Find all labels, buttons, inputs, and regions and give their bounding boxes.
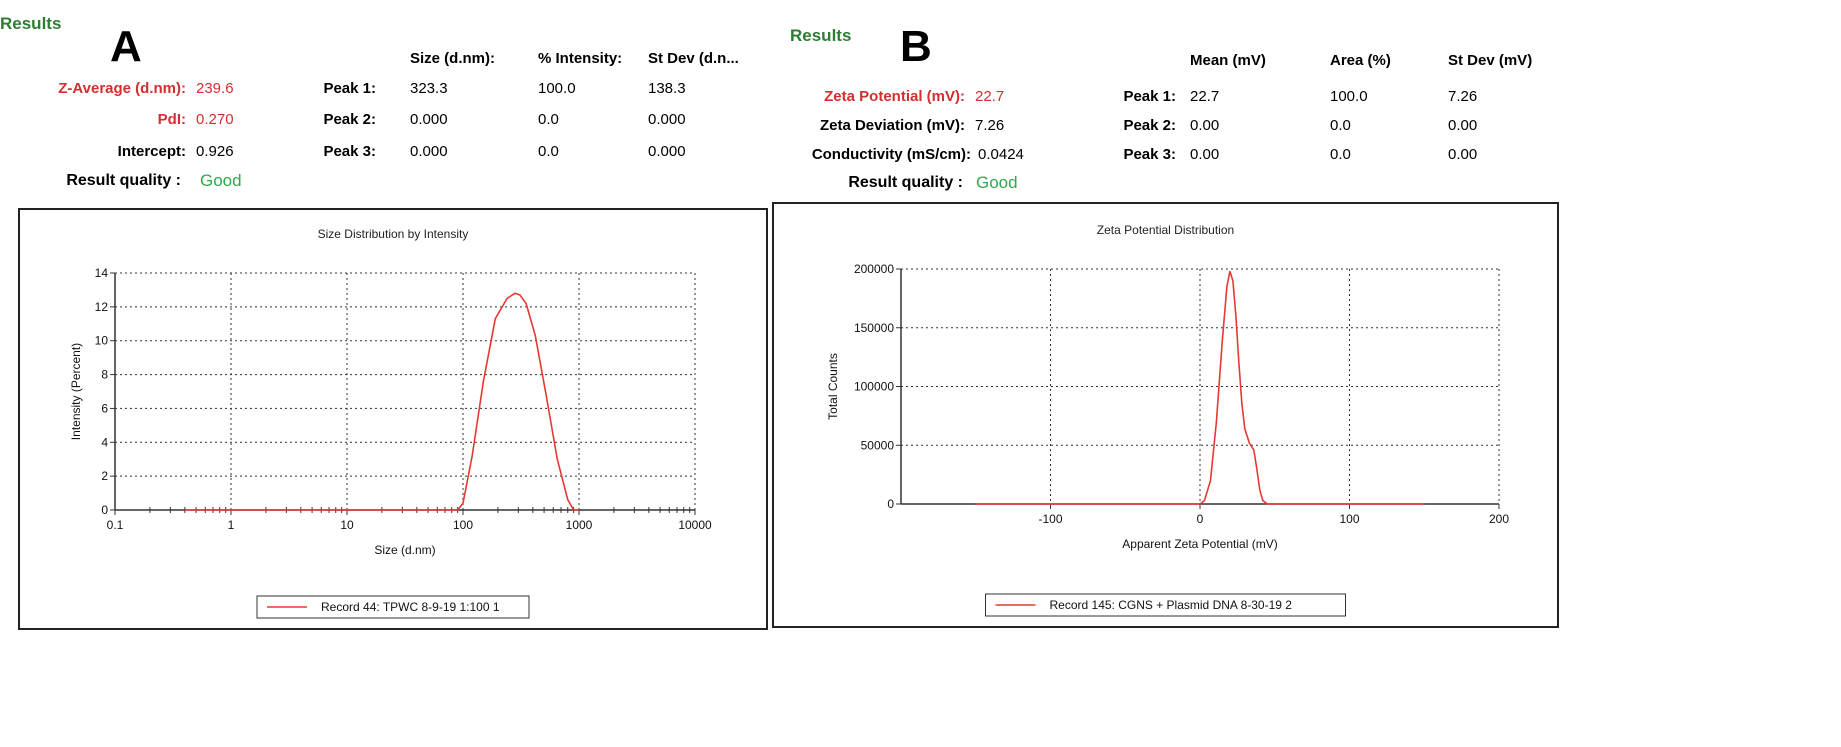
- x-axis-label: Apparent Zeta Potential (mV): [1122, 537, 1277, 551]
- series-line: [184, 292, 579, 511]
- y-tick-label: 150000: [854, 321, 894, 335]
- peak-label-b-2: Peak 2:: [1123, 117, 1176, 134]
- peak-2-size: 0.000: [410, 111, 448, 128]
- column-header-area: Area (%): [1330, 52, 1391, 69]
- peak-b-3-mean: 0.00: [1190, 146, 1220, 163]
- x-tick-label: 10000: [678, 518, 712, 532]
- summary-label-zeta-potential: Zeta Potential (mV):: [824, 88, 965, 105]
- x-tick-label: 0: [1197, 512, 1204, 526]
- y-tick-label: 12: [95, 300, 109, 314]
- zeta-potential-panel: Zeta Potential Distribution 0 50000 100000 1…: [772, 202, 1559, 628]
- peak-2-intensity: 0.0: [538, 111, 559, 128]
- column-header-stdev: St Dev (d.n...: [648, 50, 739, 67]
- y-tick-label: 100000: [854, 380, 894, 394]
- x-tick-label: 100: [453, 518, 473, 532]
- summary-label-intercept: Intercept:: [117, 143, 186, 160]
- column-header-size: Size (d.nm):: [410, 50, 495, 67]
- result-quality-value-a: Good: [200, 171, 242, 190]
- y-tick-label: 10: [95, 334, 109, 348]
- summary-value-z-average: 239.6: [196, 80, 234, 97]
- zeta-potential-chart: Zeta Potential Distribution 0 50000 100000 1…: [826, 223, 1509, 617]
- summary-value-conductivity: 0.0424: [978, 146, 1024, 163]
- x-tick-label: 1: [228, 518, 235, 532]
- summary-label-z-average: Z-Average (d.nm):: [58, 80, 186, 97]
- panel-letter-b: B: [900, 22, 932, 71]
- x-tick-label: 1000: [566, 518, 593, 532]
- results-label-b: Results: [790, 26, 852, 45]
- y-tick-label: 4: [101, 435, 108, 449]
- y-tick-label: 6: [101, 401, 108, 415]
- peak-b-2-area: 0.0: [1330, 117, 1351, 134]
- result-quality-label-b: Result quality :: [848, 174, 963, 191]
- peak-2-stdev: 0.000: [648, 111, 686, 128]
- y-tick-label: 50000: [861, 438, 895, 452]
- peak-label-b-3: Peak 3:: [1123, 146, 1176, 163]
- peak-1-size: 323.3: [410, 80, 448, 97]
- summary-label-conductivity: Conductivity (mS/cm):: [811, 146, 971, 163]
- column-header-stdev-mv: St Dev (mV): [1448, 52, 1533, 69]
- peak-b-3-stdev: 0.00: [1448, 146, 1478, 163]
- x-tick-label: 10: [340, 518, 354, 532]
- chart-title: Size Distribution by Intensity: [318, 227, 469, 241]
- peak-label-3: Peak 3:: [323, 143, 376, 160]
- peak-3-intensity: 0.0: [538, 143, 559, 160]
- peak-b-3-area: 0.0: [1330, 146, 1351, 163]
- peak-b-1-mean: 22.7: [1190, 88, 1220, 105]
- y-axis-label: Intensity (Percent): [69, 343, 83, 440]
- y-axis-label: Total Counts: [826, 353, 840, 420]
- result-quality-value-b: Good: [976, 173, 1018, 192]
- y-tick-label: 2: [101, 469, 108, 483]
- peak-3-stdev: 0.000: [648, 143, 686, 160]
- peak-b-1-area: 100.0: [1330, 88, 1368, 105]
- legend-box: [985, 593, 1346, 617]
- x-tick-label: -100: [1038, 512, 1062, 526]
- peak-b-2-mean: 0.00: [1190, 117, 1220, 134]
- summary-label-zeta-deviation: Zeta Deviation (mV):: [819, 117, 965, 134]
- peak-1-intensity: 100.0: [538, 80, 576, 97]
- y-tick-label: 0: [101, 503, 108, 517]
- summary-value-zeta-potential: 22.7: [975, 88, 1005, 105]
- peak-1-stdev: 138.3: [648, 80, 686, 97]
- y-tick-label: 8: [101, 368, 108, 382]
- summary-value-intercept: 0.926: [196, 143, 234, 160]
- x-tick-label: 200: [1489, 512, 1509, 526]
- panel-letter-a: A: [110, 22, 142, 71]
- legend-label: Record 44: TPWC 8-9-19 1:100 1: [321, 600, 500, 614]
- peak-label-b-1: Peak 1:: [1123, 88, 1176, 105]
- y-tick-label: 200000: [854, 262, 894, 276]
- peak-label-1: Peak 1:: [323, 80, 376, 97]
- peak-label-2: Peak 2:: [323, 111, 376, 128]
- column-header-intensity: % Intensity:: [538, 50, 623, 67]
- size-distribution-chart: Size Distribution by Intensity 0 2 4 6 8 10 12 1…: [69, 227, 712, 619]
- x-axis-label: Size (d.nm): [374, 543, 435, 557]
- x-tick-label: 100: [1339, 512, 1359, 526]
- summary-value-zeta-deviation: 7.26: [975, 117, 1005, 134]
- result-quality-label-a: Result quality :: [66, 172, 181, 189]
- x-tick-label: 0.1: [107, 518, 124, 532]
- y-tick-label: 0: [887, 497, 894, 511]
- size-distribution-panel: Size Distribution by Intensity 0 2 4 6 8 10 12 1…: [18, 208, 768, 630]
- legend-label: Record 145: CGNS + Plasmid DNA 8-30-19 2: [1050, 598, 1293, 612]
- column-header-mean: Mean (mV): [1190, 52, 1266, 69]
- results-label-a: Results: [0, 14, 62, 33]
- peak-3-size: 0.000: [410, 143, 448, 160]
- summary-label-pdi: PdI:: [157, 111, 186, 128]
- peak-b-1-stdev: 7.26: [1448, 88, 1478, 105]
- chart-title: Zeta Potential Distribution: [1097, 223, 1234, 237]
- legend-box: [256, 595, 530, 619]
- series-line: [975, 271, 1425, 505]
- y-tick-label: 14: [95, 266, 109, 280]
- peak-b-2-stdev: 0.00: [1448, 117, 1478, 134]
- summary-value-pdi: 0.270: [196, 111, 234, 128]
